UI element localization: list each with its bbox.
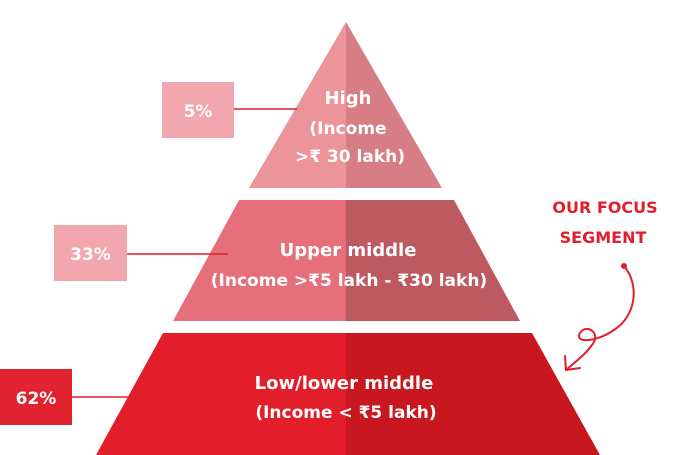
tier-upper-line1: (Income >₹5 lakh - ₹30 lakh): [211, 271, 487, 291]
focus-arrow-icon: [565, 265, 635, 371]
tier-lower-left: [96, 333, 346, 455]
percent-upper: 33%: [70, 245, 111, 265]
tier-upper-title: Upper middle: [280, 240, 417, 261]
percent-high: 5%: [184, 102, 213, 122]
tier-upper-right: [346, 200, 520, 321]
tier-high-right: [346, 22, 442, 188]
percent-box-upper: [54, 225, 127, 281]
tier-upper-left: [173, 200, 346, 321]
tier-high-line1: (Income: [309, 119, 386, 139]
focus-arrowhead-icon: [564, 355, 581, 371]
focus-label-line1: OUR FOCUS: [552, 198, 657, 217]
percent-box-high: [162, 82, 234, 138]
tier-lower-right: [346, 333, 600, 455]
tier-lower-line1: (Income < ₹5 lakh): [255, 403, 436, 423]
percent-box-lower: [0, 369, 72, 425]
tier-high-left: [249, 22, 346, 188]
tier-high-title: High: [325, 88, 372, 109]
tier-lower-title: Low/lower middle: [255, 373, 434, 394]
tier-high-line2: >₹ 30 lakh): [295, 147, 405, 167]
percent-lower: 62%: [16, 389, 57, 409]
focus-label-line2: SEGMENT: [560, 228, 647, 247]
